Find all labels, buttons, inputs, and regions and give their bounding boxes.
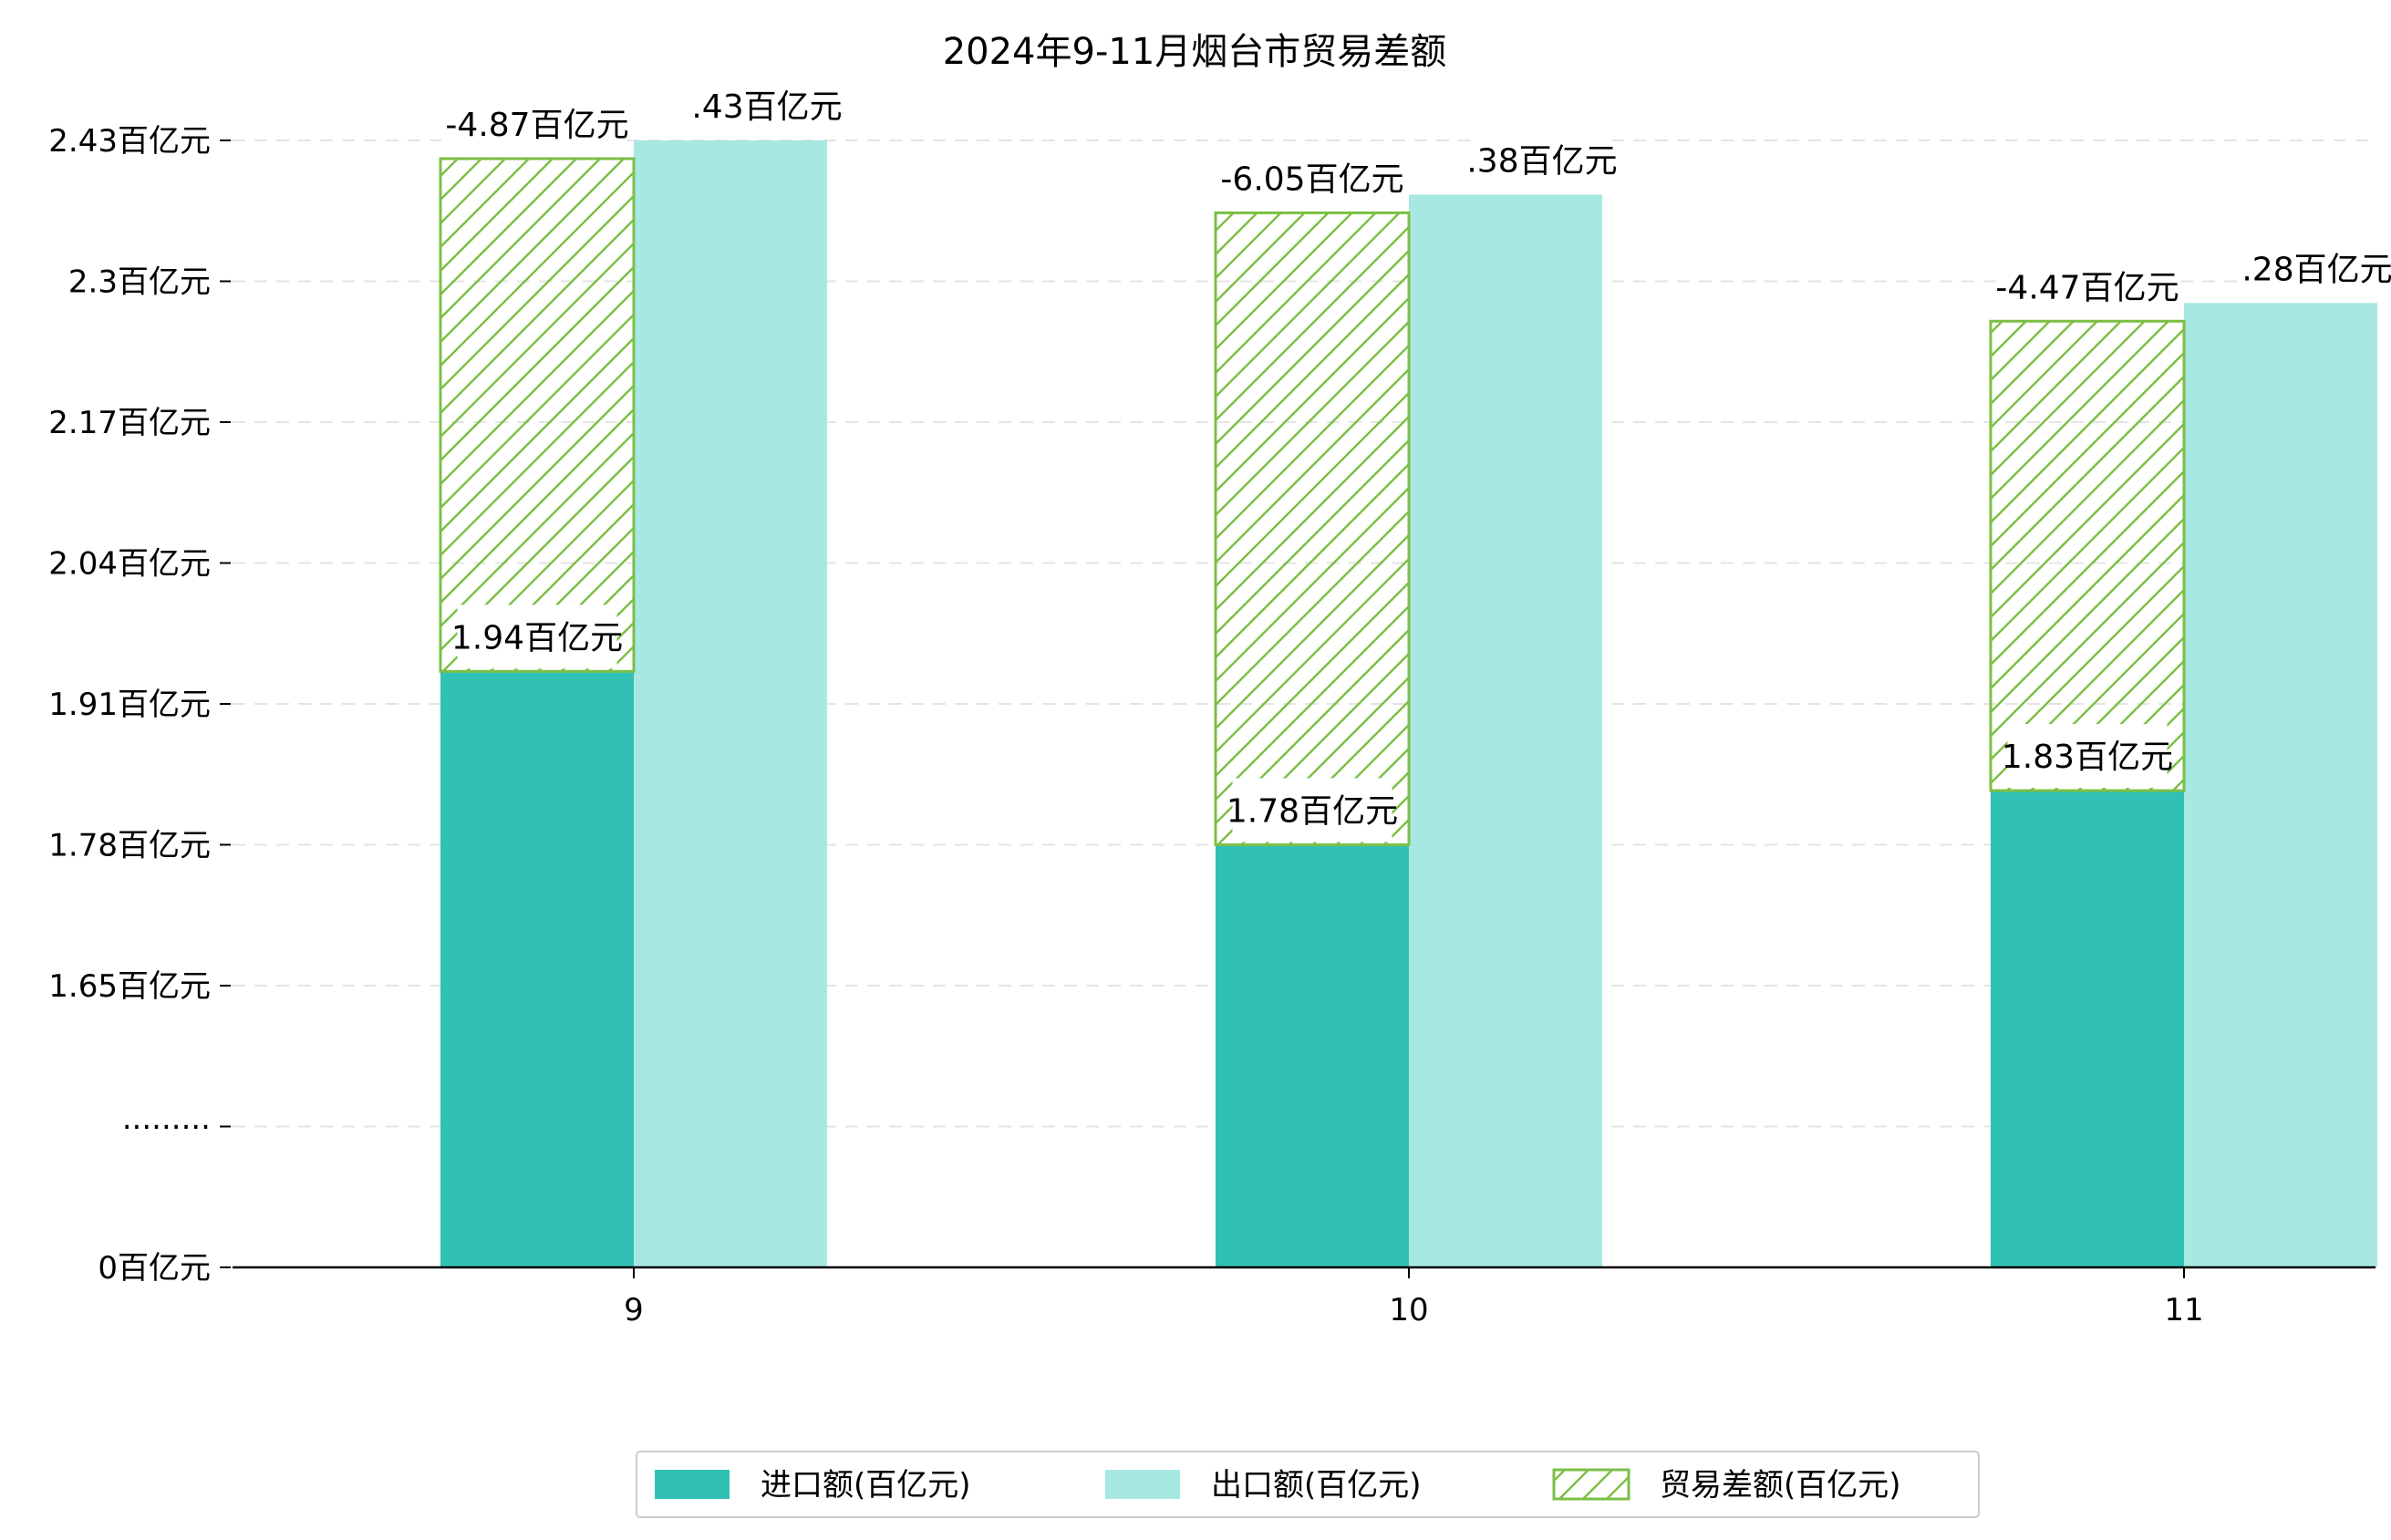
legend-label: 贸易差额(百亿元) <box>1660 1467 1901 1504</box>
data-label-bg <box>2007 724 2168 789</box>
y-tick-label: 2.04百亿元 <box>48 546 211 583</box>
data-label: 1.94百亿元 <box>451 619 623 656</box>
data-labels: 1.94百亿元 -4.87百亿元 .43百亿元 1.78百亿元 -6.05百亿元 .38百… <box>445 74 2391 842</box>
x-tick-label: 11 <box>2164 1292 2203 1328</box>
legend-swatch-balance <box>1552 1468 1630 1501</box>
data-label: -4.47百亿元 <box>1995 269 2179 306</box>
y-tick-label: 2.43百亿元 <box>48 123 211 160</box>
data-label-bg <box>1232 778 1392 842</box>
legend: 进口额(百亿元) 出口额(百亿元) 贸易差额(百亿元) <box>636 1451 1980 1518</box>
y-tick-label: ········· <box>122 1110 211 1146</box>
import-bar <box>1216 844 1409 1267</box>
data-label-bg <box>457 605 617 669</box>
export-bar <box>1409 194 1602 1267</box>
y-tick-label: 2.3百亿元 <box>68 264 211 301</box>
legend-swatch-import <box>655 1470 730 1499</box>
y-tick-label: 1.91百亿元 <box>48 687 211 723</box>
x-axis: 9 10 11 <box>233 1266 2375 1328</box>
export-bar <box>634 140 827 1267</box>
data-label-bg <box>2247 236 2387 301</box>
import-bar <box>440 671 634 1267</box>
data-label: .28百亿元 <box>2241 251 2391 288</box>
legend-label: 进口额(百亿元) <box>761 1467 971 1504</box>
legend-swatch-export <box>1105 1470 1180 1499</box>
y-tick-label: 2.17百亿元 <box>48 405 211 441</box>
chart-title: 2024年9-11月烟台市贸易差额 <box>943 31 1447 73</box>
legend-label: 出口额(百亿元) <box>1211 1467 1422 1504</box>
trade-balance-bar <box>1214 211 1411 846</box>
data-label-bg <box>1223 146 1402 211</box>
data-label-bg <box>1998 254 2177 319</box>
data-label: .38百亿元 <box>1466 142 1617 180</box>
data-label: -6.05百亿元 <box>1220 160 1403 198</box>
trade-balance-bar <box>439 157 636 673</box>
data-label: 1.83百亿元 <box>2002 739 2173 776</box>
y-tick-label: 1.78百亿元 <box>48 828 211 864</box>
x-tick-label: 10 <box>1389 1292 1428 1328</box>
legend-box <box>636 1451 1980 1518</box>
y-tick-label: 0百亿元 <box>98 1250 211 1287</box>
data-label: -4.87百亿元 <box>445 107 628 144</box>
trade-balance-bar <box>1989 319 2186 792</box>
data-label-bg <box>697 74 837 138</box>
x-tick-label: 9 <box>624 1292 644 1328</box>
y-axis: 0百亿元 ········· 1.65百亿元 1.78百亿元 1.91百亿元 2.04百亿… <box>48 123 231 1287</box>
data-label: 1.78百亿元 <box>1227 793 1398 831</box>
data-label: .43百亿元 <box>691 88 842 126</box>
import-bar <box>1991 791 2184 1267</box>
data-label-bg <box>448 92 626 156</box>
bars <box>439 140 2377 1267</box>
export-bar <box>2184 303 2377 1267</box>
y-tick-label: 1.65百亿元 <box>48 968 211 1005</box>
data-label-bg <box>1472 128 1612 192</box>
